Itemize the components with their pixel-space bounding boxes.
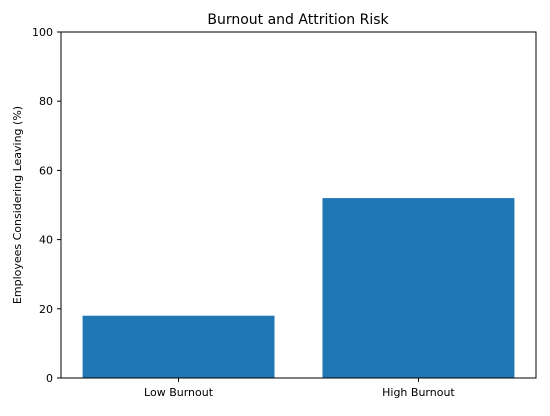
bar-low-burnout [82,315,275,378]
plot-frame [60,31,537,379]
y-ticks: 0 20 40 60 80 100 [32,26,61,385]
x-tick-label-high-burnout: High Burnout [382,386,455,399]
bar-high-burnout [322,198,515,378]
y-tick-label: 60 [39,164,53,177]
y-tick-label: 40 [39,234,53,247]
y-axis-label: Employees Considering Leaving (%) [11,106,24,304]
y-tick-label: 0 [46,372,53,385]
x-tick-label-low-burnout: Low Burnout [144,386,214,399]
x-ticks: Low Burnout High Burnout [144,378,455,399]
y-tick-label: 20 [39,303,53,316]
bars-layer [82,198,515,378]
y-tick-label: 80 [39,95,53,108]
chart-title: Burnout and Attrition Risk [207,12,389,28]
y-tick-label: 100 [32,26,53,39]
